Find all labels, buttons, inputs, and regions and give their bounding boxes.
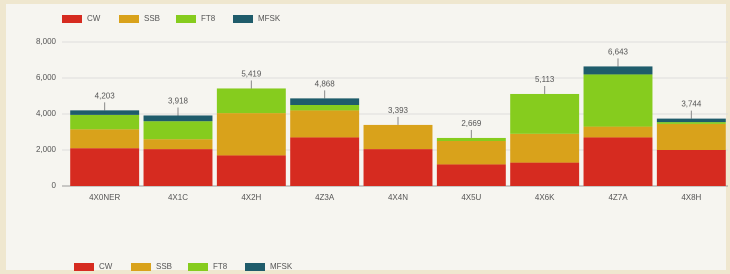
- bar-segment: [290, 137, 359, 186]
- y-tick-label: 2,000: [36, 145, 57, 154]
- legend-swatch: [62, 15, 82, 23]
- bar-segment: [217, 113, 286, 155]
- bar-segment: [657, 119, 726, 122]
- bar-segment: [70, 148, 139, 186]
- total-label: 4,868: [315, 79, 336, 88]
- legend-label: SSB: [144, 14, 160, 23]
- total-label: 3,393: [388, 106, 409, 115]
- bar-segment: [510, 163, 579, 186]
- bar-segment: [70, 129, 139, 148]
- legend-swatch: [119, 15, 139, 23]
- bar-segment: [364, 149, 433, 186]
- legend-label: FT8: [201, 14, 216, 23]
- bar-segment: [657, 122, 726, 124]
- total-label: 3,744: [681, 100, 702, 109]
- bar-segment: [437, 164, 506, 186]
- total-label: 5,419: [241, 70, 262, 79]
- bar-segment: [657, 124, 726, 150]
- bar-segment: [584, 74, 653, 126]
- legend-swatch: [176, 15, 196, 23]
- bar-segment: [70, 110, 139, 115]
- bar-segment: [364, 125, 433, 149]
- bar-segment: [217, 88, 286, 113]
- y-tick-label: 8,000: [36, 37, 57, 46]
- legend-swatch: [74, 263, 94, 271]
- legend-label: CW: [99, 262, 113, 271]
- total-label: 4,203: [95, 91, 116, 100]
- legend-label: MFSK: [258, 14, 281, 23]
- legend-label: MFSK: [270, 262, 293, 271]
- bar-segment: [70, 115, 139, 129]
- x-tick-label: 4X0NER: [89, 193, 120, 202]
- legend-swatch: [131, 263, 151, 271]
- legend-swatch: [233, 15, 253, 23]
- bar-segment: [657, 150, 726, 186]
- bar-segment: [584, 137, 653, 186]
- bar-segment: [437, 141, 506, 164]
- bar-segment: [584, 127, 653, 138]
- bar-segment: [510, 134, 579, 163]
- bar-segment: [290, 98, 359, 105]
- x-tick-label: 4X6K: [535, 193, 555, 202]
- x-tick-label: 4X1C: [168, 193, 188, 202]
- bar-segment: [217, 155, 286, 186]
- bar-segment: [290, 110, 359, 137]
- x-tick-label: 4X8H: [681, 193, 701, 202]
- bar-segment: [144, 149, 213, 186]
- x-tick-label: 4Z3A: [315, 193, 335, 202]
- x-tick-label: 4X4N: [388, 193, 408, 202]
- legend-label: FT8: [213, 262, 228, 271]
- chart: 0 2,000 4,000 6,000 8,000 4,203 4X0NER 3,918 4X1…: [0, 0, 730, 274]
- y-tick-label: 4,000: [36, 109, 57, 118]
- x-tick-label: 4X2H: [241, 193, 261, 202]
- legend-swatch: [245, 263, 265, 271]
- total-label: 3,918: [168, 97, 189, 106]
- bar-segment: [144, 115, 213, 121]
- bar-segment: [510, 94, 579, 134]
- legend-swatch: [188, 263, 208, 271]
- x-tick-label: 4X5U: [461, 193, 481, 202]
- total-label: 5,113: [535, 75, 555, 84]
- bar-segment: [144, 139, 213, 149]
- bar-segment: [584, 66, 653, 74]
- legend-label: CW: [87, 14, 101, 23]
- y-tick-label: 0: [52, 181, 57, 190]
- bar-segment: [144, 121, 213, 139]
- page: 0 2,000 4,000 6,000 8,000 4,203 4X0NER 3,918 4X1…: [0, 0, 730, 274]
- legend-label: SSB: [156, 262, 172, 271]
- bar-segment: [437, 138, 506, 141]
- total-label: 2,669: [461, 119, 482, 128]
- bar-segment: [290, 105, 359, 110]
- y-tick-label: 6,000: [36, 73, 57, 82]
- total-label: 6,643: [608, 48, 629, 57]
- x-tick-label: 4Z7A: [608, 193, 628, 202]
